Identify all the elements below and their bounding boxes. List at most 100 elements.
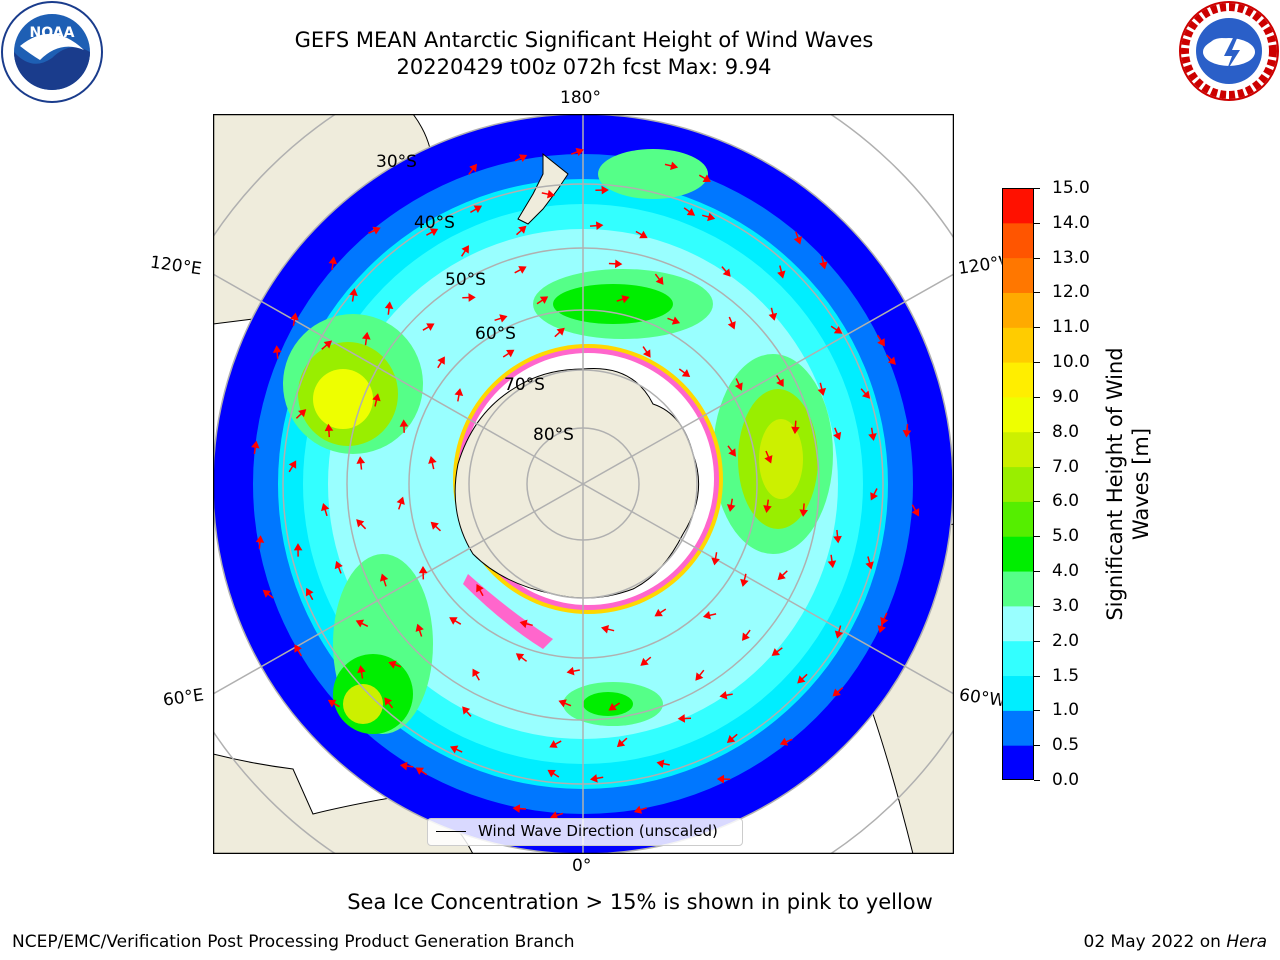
wave-arrow-head xyxy=(426,323,435,331)
wave-arrow-head xyxy=(356,456,366,464)
colorbar-segment xyxy=(1002,188,1034,224)
wave-arrow-head xyxy=(476,584,484,593)
wave-arrow-head xyxy=(877,625,886,634)
lon-label-bottom: 0° xyxy=(572,856,592,876)
wave-arrow-head xyxy=(827,560,837,569)
wave-arrow-head xyxy=(262,589,271,598)
wave-arrow-head xyxy=(461,245,469,254)
new-zealand-land xyxy=(517,152,569,225)
wave-arrow-head xyxy=(575,147,584,157)
wave-arrow-head xyxy=(539,296,549,304)
wave-arrow-head xyxy=(415,767,424,775)
wave-arrow-head xyxy=(384,697,393,706)
colorbar-tick xyxy=(1034,675,1040,677)
wave-arrow-head xyxy=(776,378,784,387)
wave-arrow-head xyxy=(399,761,408,771)
polar-map xyxy=(213,114,954,854)
colorbar-tick xyxy=(1034,605,1040,607)
colorbar-tick-label: 14.0 xyxy=(1052,212,1090,233)
lon-label-upper-right: 120°W xyxy=(956,253,1004,279)
wave-arrow-head xyxy=(462,706,471,715)
wave-arrow-head xyxy=(357,665,366,674)
colorbar-segment xyxy=(1002,501,1034,537)
wave-arrow-head xyxy=(654,608,663,617)
wave-arrow-head xyxy=(726,504,736,512)
wave-arrow-head xyxy=(415,623,424,632)
colorbar-tick-label: 7.0 xyxy=(1052,456,1080,477)
colorbar-tick-label: 10.0 xyxy=(1052,352,1090,373)
chart-title: GEFS MEAN Antarctic Significant Height o… xyxy=(294,28,874,52)
lat-label-60s: 60°S xyxy=(475,324,516,344)
wave-arrow-head xyxy=(437,356,445,365)
footer-machine: Hera xyxy=(1226,932,1267,952)
colorbar-tick xyxy=(1034,362,1040,364)
colorbar-segment xyxy=(1002,536,1034,572)
lat-label-40s: 40°S xyxy=(414,213,455,233)
wave-arrow-head xyxy=(379,573,389,582)
wave-arrow-head xyxy=(633,805,643,814)
wave-arrow-head xyxy=(473,205,483,214)
wave-arrow-head xyxy=(372,393,381,402)
colorbar-segment xyxy=(1002,675,1034,711)
wave-arrow-head xyxy=(834,630,844,639)
chart-subtitle: 20220429 t00z 072h fcst Max: 9.94 xyxy=(396,55,772,79)
wave-arrow-head xyxy=(290,312,299,321)
colorbar-tick xyxy=(1034,536,1040,538)
colorbar-segment xyxy=(1002,640,1034,677)
noaa-logo: NOAA xyxy=(1,1,103,103)
wave-arrow-head xyxy=(819,261,828,270)
colorbar-tick xyxy=(1034,222,1040,224)
lat-label-30s: 30°S xyxy=(376,152,417,172)
wave-arrow-head xyxy=(361,331,371,340)
wave-arrow-head xyxy=(388,660,397,669)
colorbar xyxy=(1002,188,1034,780)
wave-arrow-head xyxy=(768,312,778,321)
wave-arrow-head xyxy=(656,759,665,769)
wave-arrow-head xyxy=(518,266,527,274)
footer-date: 02 May 2022 on Hera xyxy=(1084,932,1268,952)
colorbar-tick-label: 5.0 xyxy=(1052,526,1080,547)
wave-arrow-head xyxy=(702,174,711,182)
colorbar-tick xyxy=(1034,745,1040,747)
wave-arrow-head xyxy=(621,295,630,304)
wave-arrow-head xyxy=(911,508,920,517)
wave-arrow-head xyxy=(558,699,567,708)
wave-arrow-head xyxy=(771,648,781,656)
colorbar-segment xyxy=(1002,431,1034,468)
wave-arrow-head xyxy=(868,433,877,441)
map-frame: Wind Wave Direction (unscaled) xyxy=(213,114,954,854)
wave-arrow-head xyxy=(305,587,314,597)
colorbar-tick xyxy=(1034,327,1040,329)
lat-label-70s: 70°S xyxy=(504,375,545,395)
wave-arrow-head xyxy=(833,431,842,441)
colorbar-tick xyxy=(1034,292,1040,294)
wave-arrow-head xyxy=(779,737,789,746)
colorbar-tick-label: 15.0 xyxy=(1052,178,1090,198)
wave-arrow-head xyxy=(614,259,623,269)
colorbar-tick-label: 11.0 xyxy=(1052,317,1090,338)
wave-arrow-head xyxy=(472,668,480,678)
wave-arrow-head xyxy=(793,236,803,245)
wave-arrow-head xyxy=(902,429,912,438)
wave-arrow-head xyxy=(642,349,651,358)
wave-arrow-head xyxy=(293,543,303,551)
wave-arrow-head xyxy=(399,419,409,427)
wave-arrow-head xyxy=(695,672,704,681)
wave-arrow-head xyxy=(707,212,716,222)
wave-arrow-head xyxy=(272,345,282,353)
wave-arrow-head xyxy=(777,270,786,279)
wave-arrow-head xyxy=(519,619,528,629)
wave-arrow-head xyxy=(428,455,437,464)
wave-arrow-head xyxy=(797,675,806,684)
colorbar-tick-label: 0.5 xyxy=(1052,735,1080,756)
wave-arrow-head xyxy=(518,154,528,163)
wave-arrow-head xyxy=(499,314,508,323)
wave-arrow-head xyxy=(512,804,521,813)
wave-arrow-head xyxy=(251,440,260,449)
wave-arrow-head xyxy=(550,811,559,820)
wave-arrow-head xyxy=(608,702,617,711)
wave-arrow-head xyxy=(547,769,556,778)
legend-line-swatch xyxy=(436,831,466,832)
wave-arrow-head xyxy=(595,221,604,230)
footer-date-text: 02 May 2022 on xyxy=(1083,932,1227,952)
